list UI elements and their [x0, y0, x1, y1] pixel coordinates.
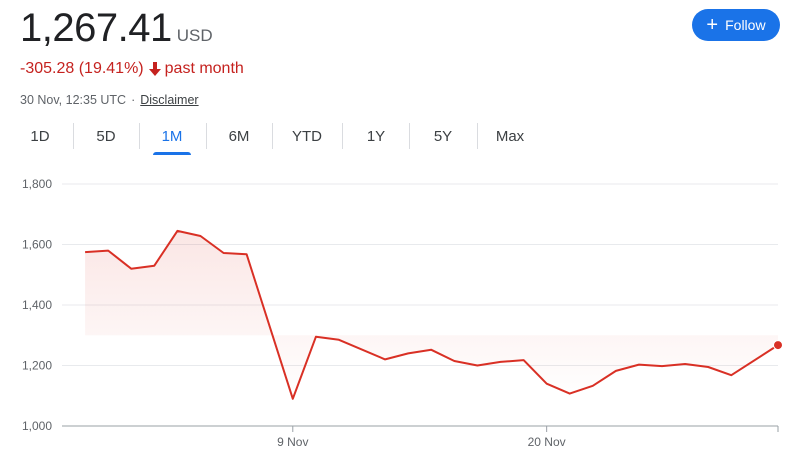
tab-6m[interactable]: 6M [214, 118, 264, 154]
y-tick-label: 1,400 [22, 298, 52, 312]
x-tick-label: 9 Nov [277, 435, 308, 449]
active-tab-indicator [153, 152, 191, 155]
tab-divider [409, 123, 410, 149]
tab-divider [139, 123, 140, 149]
tab-label: 1D [30, 127, 50, 145]
currency-label: USD [176, 26, 213, 45]
current-price: 1,267.41 [20, 6, 172, 50]
tab-label: YTD [292, 127, 322, 145]
follow-button[interactable]: + Follow [692, 9, 780, 41]
tab-1d[interactable]: 1D [15, 118, 65, 154]
price-chart[interactable]: 1,000 1,200 1,400 1,600 1,800 9 Nov 20 Nov [0, 160, 800, 455]
price-change: -305.28 (19.41%) past month [20, 60, 244, 78]
price-header: 1,267.41 USD [20, 6, 213, 51]
x-tick-label: 20 Nov [528, 435, 566, 449]
change-value: -305.28 (19.41%) [20, 60, 144, 77]
quote-timestamp: 30 Nov, 12:35 UTC [20, 93, 127, 107]
follow-label: Follow [725, 17, 766, 33]
tab-divider [272, 123, 273, 149]
tab-divider [342, 123, 343, 149]
current-price-dot [773, 340, 783, 351]
y-tick-label: 1,800 [22, 177, 52, 191]
tab-label: Max [495, 127, 525, 145]
tab-label: 6M [228, 127, 250, 145]
tab-ytd[interactable]: YTD [279, 118, 335, 154]
tab-1m[interactable]: 1M [147, 118, 197, 155]
tab-label: 1Y [366, 127, 386, 145]
tab-divider [73, 123, 74, 149]
tab-label: 5D [96, 127, 116, 145]
tab-1y[interactable]: 1Y [351, 118, 401, 154]
price-line [85, 229, 779, 400]
price-area-shading [85, 230, 779, 399]
y-tick-label: 1,200 [22, 359, 52, 373]
tab-5y[interactable]: 5Y [418, 118, 468, 154]
disclaimer-link[interactable]: Disclaimer [140, 93, 199, 107]
change-period: past month [164, 60, 244, 77]
tab-max[interactable]: Max [482, 118, 538, 154]
quote-meta: 30 Nov, 12:35 UTC · Disclaimer [20, 93, 199, 107]
tab-divider [206, 123, 207, 149]
tab-label: 5Y [433, 127, 453, 145]
arrow-down-icon [148, 61, 162, 77]
y-tick-label: 1,600 [22, 238, 52, 252]
tab-label: 1M [161, 127, 183, 145]
range-tabs: 1D 5D 1M 6M YTD 1Y 5Y Max [0, 118, 800, 158]
tab-divider [477, 123, 478, 149]
tab-5d[interactable]: 5D [81, 118, 131, 154]
y-tick-label: 1,000 [22, 419, 52, 433]
plus-icon: + [706, 14, 719, 36]
meta-separator: · [131, 93, 136, 107]
